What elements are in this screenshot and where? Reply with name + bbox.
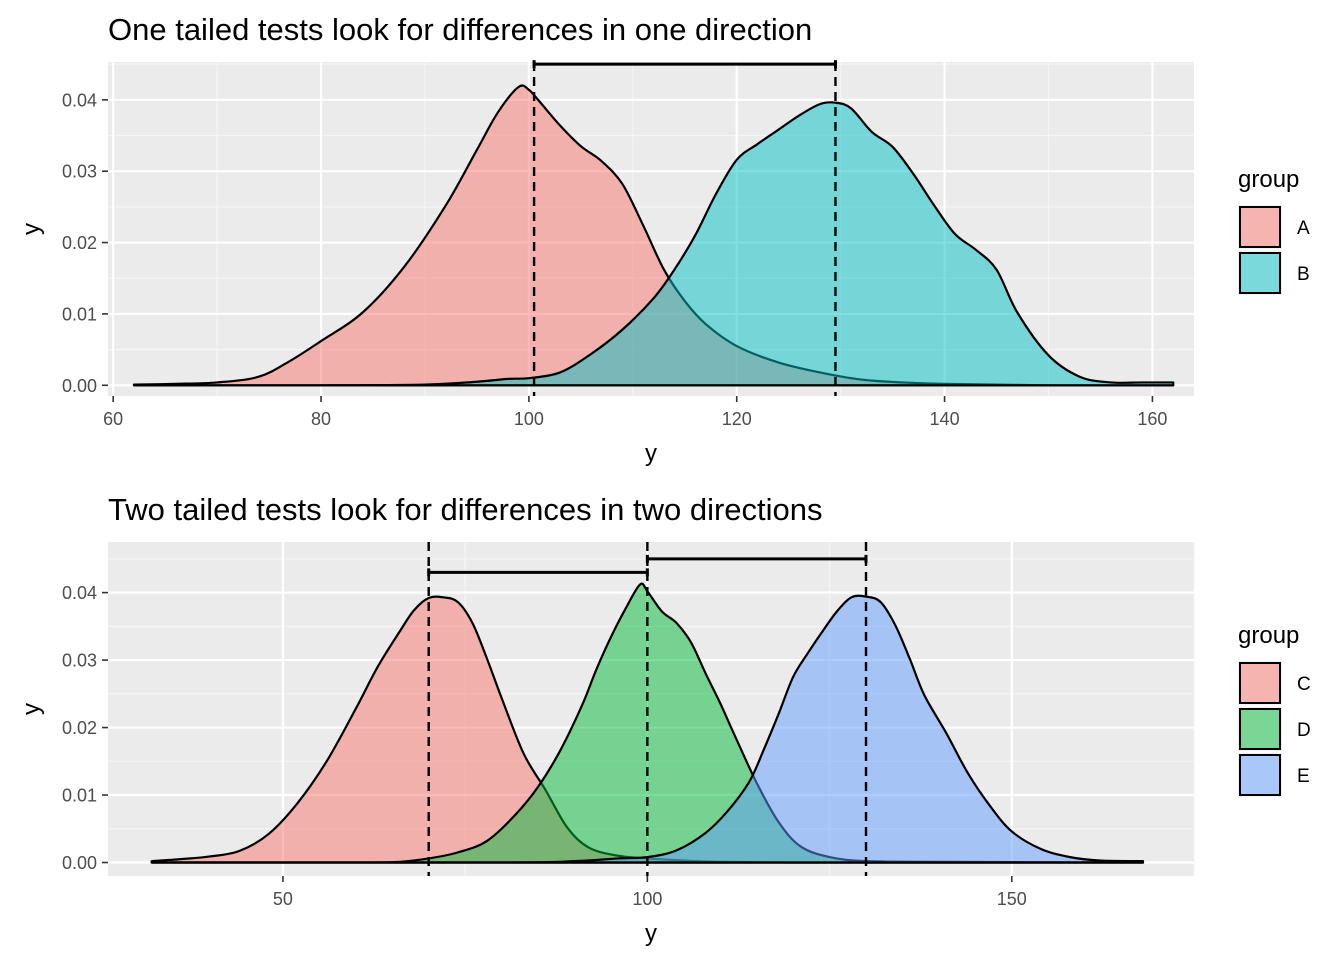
legend-title: group: [1238, 622, 1299, 649]
y-tick-label: 0.03: [62, 651, 97, 671]
x-tick-label: 150: [997, 889, 1027, 909]
one-tailed-chart: One tailed tests look for differences in…: [18, 12, 1310, 467]
density-areas: [132, 84, 1175, 387]
y-axis-title: y: [18, 223, 45, 235]
x-tick-label: 80: [311, 409, 331, 429]
density-area-A: [133, 85, 1174, 386]
two-tailed-chart: Two tailed tests look for differences in…: [18, 492, 1311, 947]
density-area-B: [133, 102, 1174, 386]
legend-label-E: E: [1297, 766, 1310, 787]
legend-key-D: [1239, 708, 1281, 750]
legend-label-A: A: [1297, 218, 1310, 239]
x-tick-label: 50: [273, 889, 293, 909]
x-tick-label: 100: [632, 889, 662, 909]
y-axis-title: y: [18, 703, 45, 715]
bracket-0: [532, 60, 837, 69]
y-tick-label: 0.03: [62, 162, 97, 182]
y-tick-label: 0.04: [62, 90, 97, 110]
density-area-E: [151, 595, 1143, 863]
x-tick-label: 100: [514, 409, 544, 429]
legend: group A B: [1238, 166, 1310, 295]
x-axis-title: y: [645, 440, 657, 467]
legend-title: group: [1238, 166, 1299, 193]
legend-key-A: [1239, 206, 1281, 248]
legend-key-C: [1239, 662, 1281, 704]
bracket-1: [645, 554, 868, 563]
y-tick-label: 0.00: [62, 853, 97, 873]
y-tick-label: 0.02: [62, 718, 97, 738]
chart-title: Two tailed tests look for differences in…: [108, 492, 823, 527]
x-tick-label: 60: [103, 409, 123, 429]
y-tick-label: 0.01: [62, 786, 97, 806]
legend-key-E: [1239, 754, 1281, 796]
legend-label-B: B: [1297, 264, 1310, 285]
y-tick-label: 0.02: [62, 233, 97, 253]
legend-label-D: D: [1297, 720, 1311, 741]
y-tick-label: 0.01: [62, 304, 97, 324]
chart-title: One tailed tests look for differences in…: [108, 12, 812, 47]
y-tick-label: 0.00: [62, 376, 97, 396]
bracket-0: [427, 568, 649, 577]
density-area-C: [151, 596, 1143, 863]
legend: group C D E: [1238, 622, 1311, 797]
x-tick-label: 120: [722, 409, 752, 429]
legend-label-C: C: [1297, 674, 1311, 695]
x-tick-label: 160: [1137, 409, 1167, 429]
x-axis-title: y: [645, 920, 657, 947]
x-tick-label: 140: [930, 409, 960, 429]
density-outline-E: [150, 594, 1145, 864]
y-tick-label: 0.04: [62, 583, 97, 603]
legend-key-B: [1239, 252, 1281, 294]
density-outline-B: [132, 101, 1175, 387]
